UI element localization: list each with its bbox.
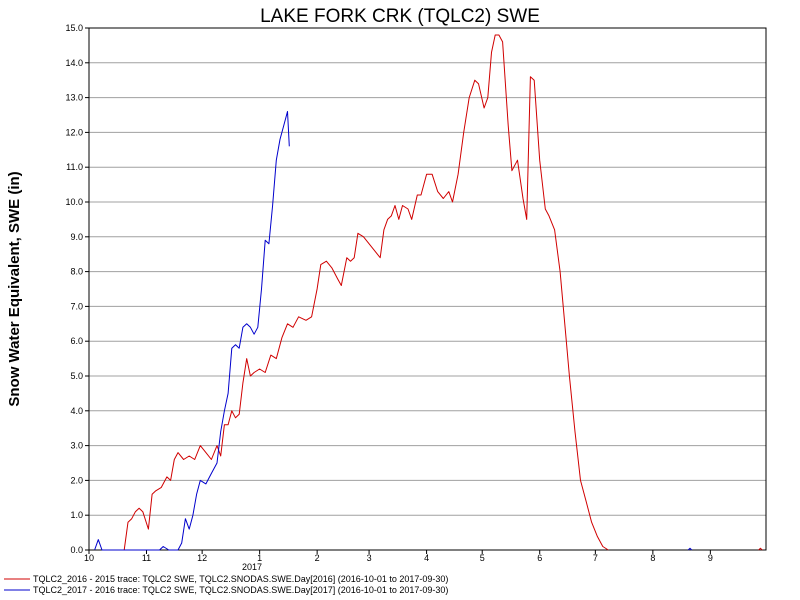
- y-tick-label: 2.0: [70, 475, 83, 485]
- x-tick-label: 7: [593, 553, 598, 563]
- y-tick-label: 13.0: [65, 93, 83, 103]
- y-tick-label: 3.0: [70, 441, 83, 451]
- y-tick-label: 9.0: [70, 232, 83, 242]
- x-tick-label: 4: [424, 553, 429, 563]
- legend-label: TQLC2_2016 - 2015 trace: TQLC2 SWE, TQLC…: [33, 574, 448, 584]
- x-tick-label: 9: [708, 553, 713, 563]
- x-tick-label: 5: [480, 553, 485, 563]
- series-lines: [95, 35, 763, 550]
- x-tick-label: 2: [315, 553, 320, 563]
- y-axis-title: Snow Water Equivalent, SWE (in): [6, 171, 23, 406]
- year-label: 2017: [242, 562, 262, 572]
- x-tick-label: 3: [367, 553, 372, 563]
- legend-label: TQLC2_2017 - 2016 trace: TQLC2 SWE, TQLC…: [33, 585, 448, 595]
- x-tick-label: 6: [537, 553, 542, 563]
- gridlines: [89, 63, 766, 515]
- y-tick-label: 15.0: [65, 23, 83, 33]
- y-tick-label: 4.0: [70, 406, 83, 416]
- series-line-1: [124, 35, 608, 550]
- series-line-2: [95, 112, 290, 551]
- legend: TQLC2_2016 - 2015 trace: TQLC2 SWE, TQLC…: [4, 574, 448, 595]
- x-tick-label: 12: [197, 553, 207, 563]
- y-tick-label: 8.0: [70, 267, 83, 277]
- y-tick-label: 1.0: [70, 510, 83, 520]
- y-tick-label: 5.0: [70, 371, 83, 381]
- y-tick-label: 11.0: [66, 162, 83, 172]
- y-tick-label: 12.0: [65, 127, 83, 137]
- x-tick-label: 10: [84, 553, 94, 563]
- y-tick-label: 6.0: [70, 336, 83, 346]
- y-tick-label: 7.0: [70, 301, 83, 311]
- chart-title: LAKE FORK CRK (TQLC2) SWE: [260, 6, 540, 27]
- plot-area: [89, 28, 766, 550]
- axis-ticks: 0.0 1.0 2.0 3.0 4.0 5.0 6.0 7.0 8.0 9.0 10.0 11.0 12…: [65, 23, 712, 563]
- y-tick-label: 0.0: [70, 545, 83, 555]
- y-tick-label: 14.0: [65, 58, 83, 68]
- x-tick-label: 11: [142, 553, 151, 563]
- x-tick-label: 8: [650, 553, 655, 563]
- y-tick-label: 10.0: [65, 197, 83, 207]
